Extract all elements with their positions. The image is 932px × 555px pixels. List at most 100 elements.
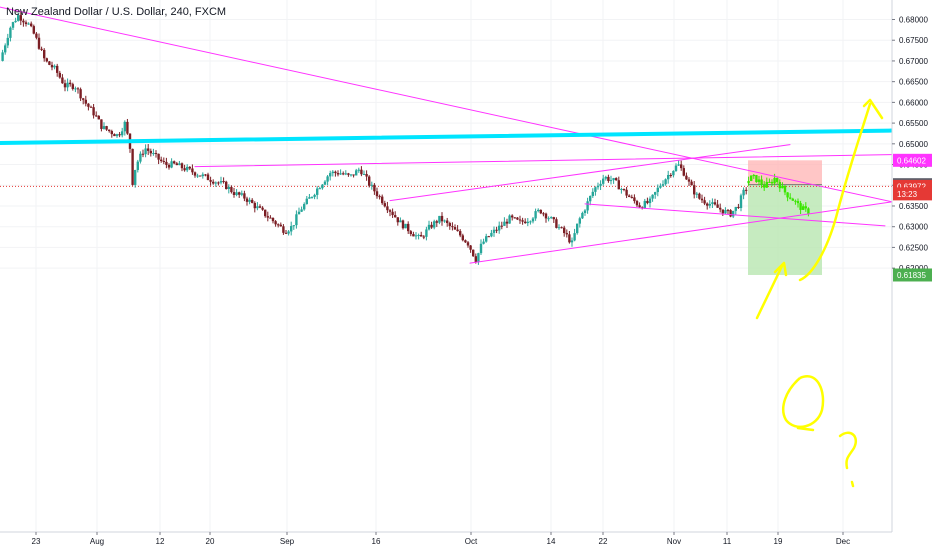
projection-candle [781, 185, 784, 189]
candle [682, 168, 685, 176]
candle [633, 197, 636, 202]
candle [604, 176, 607, 179]
candle [180, 163, 184, 169]
candle [529, 221, 532, 223]
projection-candle [807, 208, 810, 215]
price-label: 0.63972 [897, 182, 926, 191]
candle [732, 210, 735, 217]
candle [667, 174, 670, 180]
candle [186, 166, 189, 171]
candle [303, 204, 306, 210]
time-tick-label: 23 [32, 537, 41, 546]
candle [690, 181, 693, 186]
candle [721, 209, 724, 214]
candle [230, 186, 233, 193]
candle [570, 240, 574, 243]
candle [729, 210, 732, 217]
candle [664, 179, 667, 185]
candle [274, 221, 277, 225]
candle [388, 210, 392, 212]
candle [537, 209, 540, 212]
candle [695, 193, 698, 195]
candle [739, 195, 743, 208]
candle [485, 236, 488, 242]
time-tick-label: Sep [280, 537, 295, 546]
projection-candle [768, 181, 771, 183]
candle [61, 77, 64, 84]
candle [251, 199, 254, 203]
candle [368, 176, 371, 186]
candle [48, 61, 51, 65]
candle [206, 174, 210, 181]
candle [258, 206, 262, 208]
projection-candle [760, 179, 763, 185]
candle [118, 134, 121, 136]
candle [596, 185, 600, 188]
stop-loss-zone [748, 160, 822, 185]
candle [474, 256, 477, 263]
candle [745, 189, 748, 191]
candle [552, 217, 555, 220]
price-tick-label: 0.68000 [899, 16, 928, 25]
candle [40, 48, 43, 50]
candle [531, 218, 535, 222]
candle [82, 98, 85, 100]
price-tick-label: 0.63000 [899, 223, 928, 232]
candle [591, 191, 594, 197]
candle [326, 176, 329, 182]
candle [651, 194, 654, 199]
candle [316, 188, 319, 195]
candle [573, 233, 576, 241]
candle [271, 217, 275, 222]
candle [238, 192, 241, 195]
candle [435, 221, 438, 223]
projection-candle [747, 180, 750, 184]
candle [511, 215, 514, 218]
projection-candle [770, 181, 774, 184]
candle [261, 207, 264, 210]
candle [134, 169, 137, 185]
projection-candle [776, 177, 779, 182]
projection-candle [763, 184, 766, 188]
take-profit-zone [748, 184, 822, 275]
candle [500, 225, 503, 227]
candle [188, 166, 191, 169]
candle [50, 64, 54, 68]
price-label: 0.61835 [897, 271, 926, 280]
candle [123, 121, 126, 132]
time-tick-label: Oct [465, 537, 478, 546]
candle [162, 161, 165, 163]
candle [100, 119, 103, 129]
candle [646, 200, 649, 204]
candle [628, 195, 631, 197]
price-tick-label: 0.66500 [899, 78, 928, 87]
candle [513, 217, 516, 219]
price-tick-label: 0.63500 [899, 202, 928, 211]
candle [113, 134, 116, 137]
candle [630, 196, 633, 198]
candle [726, 210, 730, 212]
projection-candle [773, 177, 776, 184]
candle [625, 189, 628, 196]
candle [300, 209, 303, 212]
candle [422, 236, 425, 238]
candle [599, 183, 602, 186]
candle [149, 150, 152, 154]
candle [711, 202, 714, 204]
candle [24, 22, 28, 25]
candle [14, 20, 17, 23]
candle [284, 232, 288, 234]
candle [219, 181, 223, 183]
candle [290, 226, 293, 232]
resistance-line [0, 128, 894, 145]
trendlines-layer [0, 6, 894, 264]
time-tick-label: 11 [723, 537, 732, 546]
price-label: 0.64602 [897, 156, 926, 165]
price-axis[interactable]: 0.68000 0.67500 0.67000 0.66500 0.66000 0.655… [891, 0, 932, 550]
time-axis[interactable]: 23 Aug 12 20 Sep 16 Oct 14 22 Nov 11 19 Dec [0, 531, 892, 550]
candle [617, 180, 620, 190]
candle [89, 106, 93, 108]
candle [336, 173, 340, 175]
candle [609, 180, 613, 182]
